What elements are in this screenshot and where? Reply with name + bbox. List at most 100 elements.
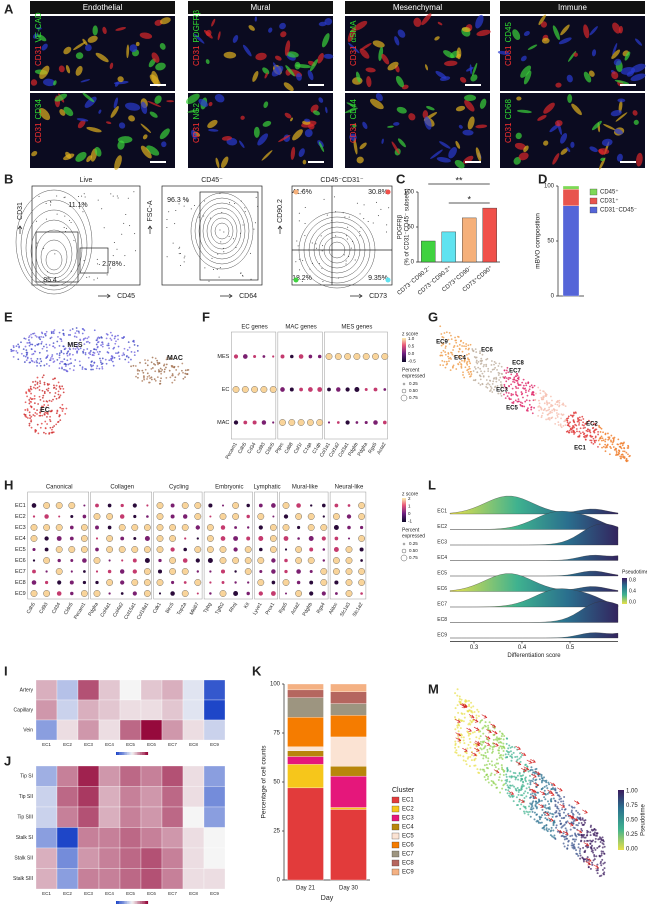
contour [210, 217, 234, 245]
gene-group-box [279, 491, 329, 600]
event-dot [213, 269, 215, 271]
heat-cell [35, 719, 58, 741]
dot [156, 513, 164, 520]
trajectory-cell [545, 807, 548, 810]
umap-cell [475, 351, 478, 353]
trajectory-cell [596, 863, 599, 866]
umap-cell [70, 362, 73, 365]
umap-cell [117, 338, 119, 341]
gene-label: Tpbg [202, 601, 213, 614]
panel-letter: D [538, 171, 547, 186]
trajectory-cell [553, 819, 556, 822]
dot [320, 524, 328, 531]
trajectory-cell [472, 705, 475, 708]
trajectory-cell [457, 745, 460, 748]
dot [269, 386, 277, 393]
dot [169, 568, 177, 575]
umap-cell [485, 379, 488, 381]
micrograph-signal [467, 116, 475, 130]
umap-cell [41, 340, 43, 343]
bar-segment [287, 764, 324, 789]
umap-cell [558, 399, 561, 402]
dot [309, 547, 314, 552]
umap-cell [583, 424, 585, 427]
umap-cell [522, 396, 524, 399]
colorbar-cell [127, 752, 129, 755]
umap-cell [562, 404, 565, 406]
umap-cell [64, 363, 67, 366]
trajectory-cell [534, 768, 537, 771]
micrograph-signal [347, 27, 356, 42]
dot [372, 353, 379, 360]
event-dot [321, 250, 323, 252]
umap-cell [141, 380, 144, 382]
event-dot [232, 238, 234, 240]
micrograph-signal [444, 60, 458, 67]
trajectory-cell [486, 778, 489, 781]
umap-cell [160, 370, 162, 373]
dot [182, 514, 188, 519]
dot [143, 568, 151, 575]
umap-cell [463, 376, 466, 379]
dot [170, 591, 175, 596]
umap-cell [468, 367, 471, 370]
dot [45, 570, 48, 573]
umap-cell [128, 346, 131, 349]
micrograph-signal [318, 21, 327, 27]
event-dot [300, 190, 302, 192]
dot [55, 502, 63, 509]
umap-cell [36, 409, 38, 412]
umap-cell [556, 412, 558, 414]
heat-cell [56, 827, 79, 849]
velocity-arrow [583, 842, 590, 847]
trajectory-cell [531, 768, 534, 771]
micrograph-signal [436, 157, 451, 163]
umap-cell [73, 365, 76, 367]
umap-cell [467, 357, 469, 360]
umap-cell [447, 352, 450, 354]
trajectory-cell [591, 849, 594, 852]
dot [308, 536, 314, 541]
dot [307, 557, 315, 564]
gene-label: Cldn5 [63, 601, 75, 616]
micrograph-signal [365, 67, 376, 73]
umap-cell [623, 447, 625, 449]
umap-cell [578, 422, 581, 424]
trajectory-cell [514, 755, 517, 758]
umap-cell [66, 359, 69, 362]
trajectory-cell [483, 770, 486, 773]
trajectory-cell [582, 860, 585, 863]
micrograph-signal [296, 73, 302, 81]
umap-cell [78, 331, 81, 334]
umap-cell [150, 361, 153, 364]
x-tick-label: 0.5 [566, 645, 575, 651]
event-dot [45, 218, 47, 220]
umap-cell [575, 412, 577, 414]
umap-cell [524, 387, 527, 390]
umap-cell [72, 369, 75, 372]
trajectory-cell [572, 822, 575, 825]
umap-cell [474, 379, 477, 382]
umap-cell [36, 361, 38, 364]
umap-cell [517, 398, 520, 401]
gate-percent: 2.78% [102, 261, 122, 268]
y-tick-label: 100 [544, 184, 555, 190]
gene-group-title: Cycling [169, 485, 189, 491]
umap-cell [610, 434, 613, 437]
umap-cell [28, 414, 31, 417]
micrograph-signal [552, 153, 560, 165]
dot [182, 558, 188, 563]
dot [132, 591, 137, 596]
micrograph-signal [102, 26, 107, 35]
event-dot [345, 263, 347, 265]
trajectory-cell [501, 766, 504, 769]
trajectory-cell [503, 747, 506, 750]
umap-cell [505, 387, 508, 390]
umap-cell [58, 354, 61, 357]
umap-cell [43, 381, 46, 384]
umap-cell [506, 366, 509, 369]
dot [246, 591, 250, 596]
micrograph-signal [516, 109, 532, 114]
trajectory-cell [586, 831, 589, 834]
umap-cell [467, 371, 470, 374]
